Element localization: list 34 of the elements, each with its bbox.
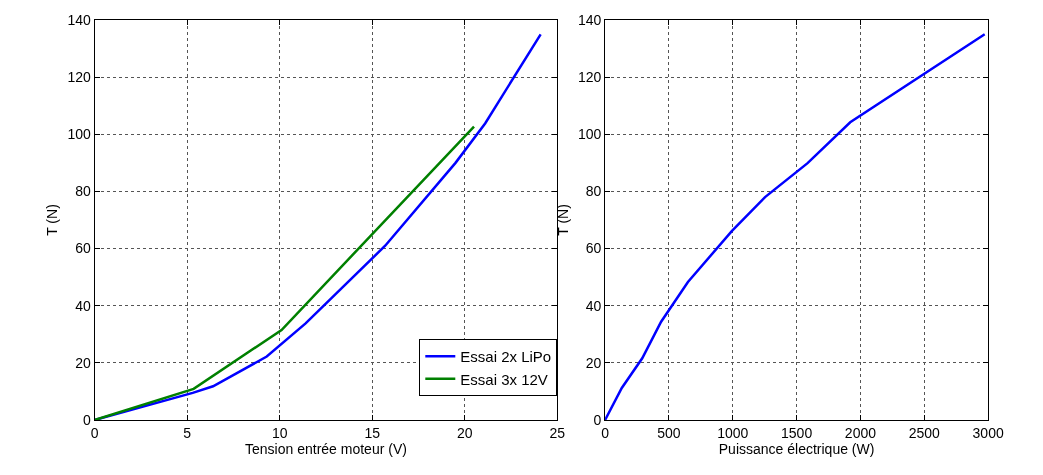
y-tick-label: 120 [577, 69, 602, 86]
y-axis-title: T (N) [554, 204, 571, 236]
legend-label: Essai 3x 12V [460, 370, 548, 388]
y-tick-label: 60 [585, 240, 602, 257]
y-tick-label: 140 [577, 11, 602, 28]
x-tick-label: 10 [271, 424, 288, 441]
y-tick-label: 80 [75, 183, 92, 200]
line-series [605, 33, 986, 420]
x-tick-label: 2500 [908, 424, 941, 441]
y-tick-label: 60 [75, 240, 92, 257]
y-tick-label: 140 [67, 11, 92, 28]
x-axis-title: Tension entrée moteur (V) [245, 440, 407, 457]
y-tick-label: 0 [593, 411, 602, 428]
y-tick-label: 100 [67, 126, 92, 143]
x-tick-label: 2000 [844, 424, 877, 441]
y-axis-title: T (N) [44, 204, 61, 236]
x-tick-label: 3000 [972, 424, 1004, 441]
x-tick-label: 15 [364, 424, 381, 441]
x-tick-label: 20 [456, 424, 473, 441]
y-tick-label: 40 [75, 297, 92, 314]
legend-label: Essai 2x LiPo [460, 348, 552, 366]
y-tick-label: 20 [75, 354, 92, 371]
x-tick-label: 1500 [781, 424, 813, 441]
y-tick-label: 0 [83, 411, 92, 428]
x-tick-label: 25 [549, 424, 566, 441]
y-tick-label: 100 [577, 126, 602, 143]
y-tick-label: 120 [67, 69, 92, 86]
x-axis-title: Puissance électrique (W) [718, 440, 875, 457]
y-tick-label: 80 [585, 183, 602, 200]
x-tick-label: 1000 [717, 424, 749, 441]
x-tick-label: 500 [657, 424, 681, 441]
y-tick-label: 40 [585, 297, 602, 314]
y-tick-label: 20 [585, 354, 602, 371]
x-tick-label: 5 [183, 424, 192, 441]
